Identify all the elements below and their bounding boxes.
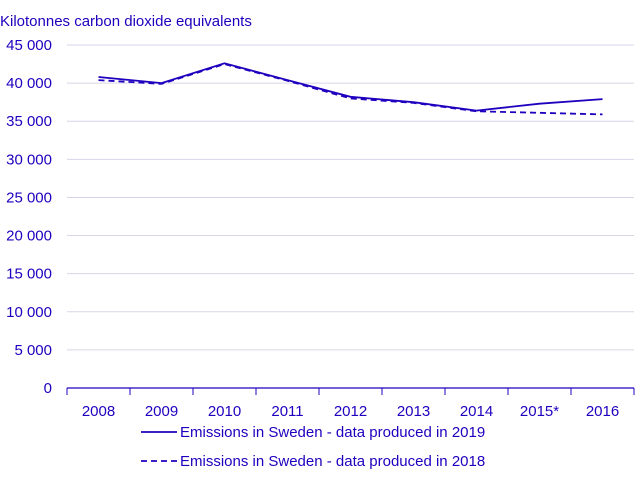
y-tick-label: 40 000 (6, 75, 52, 92)
series-line-1 (98, 62, 603, 112)
y-tick-label: 30 000 (6, 151, 52, 168)
y-axis-title: Kilotonnes carbon dioxide equivalents (0, 13, 252, 30)
x-tick-label: 2015* (520, 403, 559, 420)
x-tick-label: 2013 (397, 403, 430, 420)
series-line-2 (98, 63, 603, 116)
x-axis (66, 387, 635, 395)
legend: Emissions in Sweden - data produced in 2… (141, 424, 485, 470)
y-tick-label: 20 000 (6, 228, 52, 245)
x-tick-label: 2016 (586, 403, 619, 420)
x-tick-label: 2012 (334, 403, 367, 420)
y-tick-label: 15 000 (6, 266, 52, 283)
x-tick-label: 2011 (271, 403, 303, 420)
x-tick-labels: 2008 2009 2010 2011 2012 2013 2014 2015* 2016 (82, 403, 619, 420)
y-tick-label: 0 (44, 380, 52, 397)
y-tick-label: 25 000 (6, 189, 52, 206)
y-tick-label: 45 000 (6, 37, 52, 54)
x-tick-label: 2014 (460, 403, 493, 420)
y-tick-label: 10 000 (6, 304, 52, 321)
y-tick-label: 35 000 (6, 113, 52, 130)
x-tick-label: 2010 (208, 403, 241, 420)
gridlines (67, 44, 634, 351)
x-tick-label: 2008 (82, 403, 115, 420)
y-tick-label: 5 000 (14, 342, 52, 359)
y-tick-labels: 0 5 000 10 000 15 000 20 000 25 000 30 000 35 0… (6, 37, 52, 397)
legend-label-1: Emissions in Sweden - data produced in 2… (180, 424, 485, 441)
x-tick-label: 2009 (145, 403, 178, 420)
legend-label-2: Emissions in Sweden - data produced in 2… (180, 453, 485, 470)
series-lines (98, 62, 603, 116)
